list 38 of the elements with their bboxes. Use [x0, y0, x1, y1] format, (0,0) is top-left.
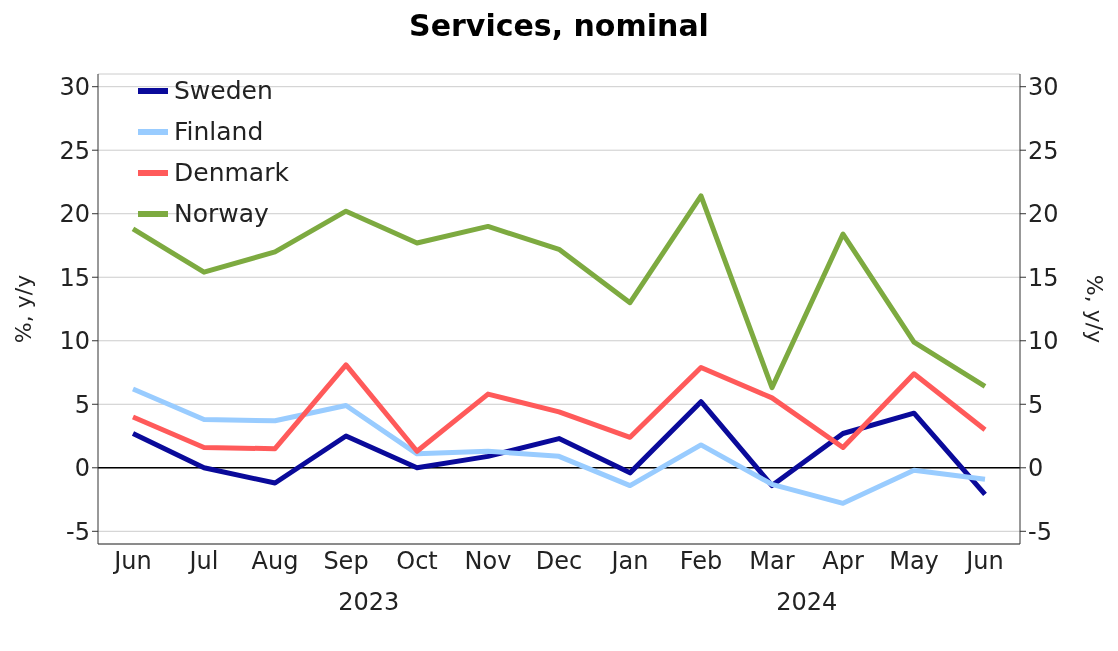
x-tick-label: Nov	[464, 547, 512, 576]
y2-tick-label: 15	[1028, 263, 1059, 292]
x-tick-label: Jan	[609, 547, 649, 576]
y2-tick-label: -5	[1028, 517, 1052, 546]
y2-tick-label: 10	[1028, 327, 1059, 356]
x-tick-label: Jul	[187, 547, 219, 576]
y2-tick-label: 20	[1028, 200, 1059, 229]
y-tick-label: 10	[59, 327, 90, 356]
x-tick-label: Mar	[749, 547, 795, 576]
y-tick-label: 0	[74, 454, 90, 483]
y-tick-label: 5	[74, 390, 90, 419]
legend-label: Norway	[174, 199, 269, 228]
legend-label: Denmark	[174, 158, 289, 187]
legend-label: Finland	[174, 117, 264, 146]
legend-label: Sweden	[174, 76, 273, 105]
chart-title: Services, nominal	[408, 8, 710, 45]
y2-tick-label: 5	[1028, 390, 1044, 419]
x-tick-label: Jun	[964, 547, 1004, 576]
y2-tick-label: 0	[1028, 454, 1044, 483]
y2-axis-title: %, y/y	[1082, 274, 1108, 344]
y2-tick-label: 30	[1028, 73, 1059, 102]
x-tick-label: May	[889, 547, 939, 576]
y-tick-label: 15	[59, 263, 90, 292]
x-tick-label: Feb	[679, 547, 723, 576]
y2-tick-label: 25	[1028, 136, 1059, 165]
text: 2023	[337, 588, 401, 616]
x-tick-label: Aug	[251, 547, 299, 576]
x-tick-label: Sep	[323, 547, 369, 576]
y-axis-title: %, y/y	[10, 274, 36, 344]
y-tick-label: -5	[66, 517, 90, 546]
x-tick-label: Jun	[112, 547, 152, 576]
x-tick-label: Apr	[822, 547, 864, 576]
y-tick-label: 30	[59, 73, 90, 102]
x-tick-label: Oct	[396, 547, 438, 576]
text: 2024	[775, 588, 839, 616]
y-tick-label: 20	[59, 200, 90, 229]
y-tick-label: 25	[59, 136, 90, 165]
x-tick-label: Dec	[535, 547, 583, 576]
